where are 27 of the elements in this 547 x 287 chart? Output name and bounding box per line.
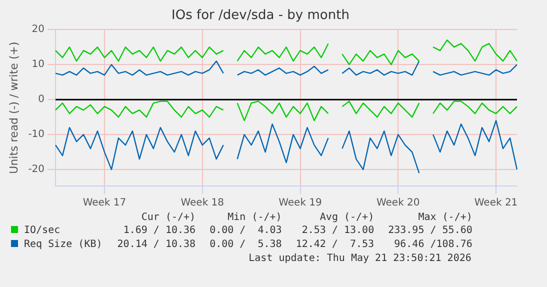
y-tick-label: 0 [38, 94, 45, 106]
text: Last update: Thu May 21 23:50:21 2026 [248, 252, 472, 266]
chart-title: IOs for /dev/sda - by month [172, 8, 350, 24]
x-tick-label: Week 17 [82, 198, 126, 209]
text: 233.95 / 55.60 [387, 224, 472, 238]
x-tick-label: Week 21 [474, 198, 518, 209]
x-tick-label: Week 19 [278, 198, 322, 209]
x-tick-label: Week 18 [180, 198, 224, 209]
text: 2.53 / 13.00 [300, 224, 374, 238]
text: 1.69 / 10.36 [122, 224, 196, 238]
text: 12.42 / 7.53 [294, 238, 374, 252]
text: 96.46 /108.76 [393, 238, 472, 252]
text: 0.00 / 5.38 [208, 238, 282, 252]
x-tick-label: Week 20 [376, 198, 420, 209]
y-tick-label: -10 [28, 129, 45, 140]
y-axis-title: Units read (-) / write (+) [7, 42, 20, 174]
text: Cur (-/+) [140, 212, 196, 224]
text: 0.00 / 4.03 [208, 224, 282, 238]
y-tick-label: 10 [32, 59, 45, 70]
y-tick-label: 20 [32, 24, 45, 36]
text: Min (-/+) [226, 212, 282, 224]
text: Avg (-/+) [318, 212, 374, 224]
text: 20.14 / 10.38 [116, 238, 196, 252]
legend-label: Req Size (KB) [23, 238, 104, 252]
y-tick-label: -20 [28, 164, 45, 176]
text: Max (-/+) [417, 212, 472, 224]
legend-label: IO/sec [23, 224, 62, 238]
